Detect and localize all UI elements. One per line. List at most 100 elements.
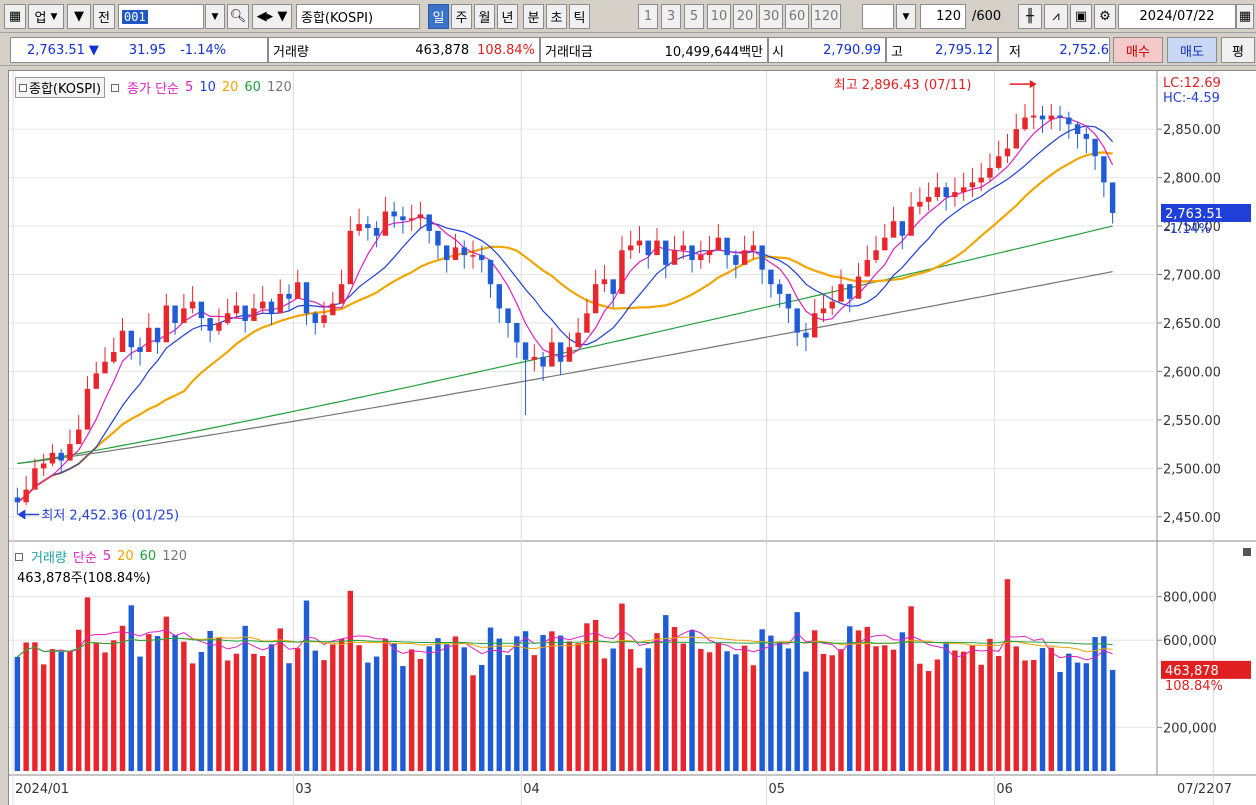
price-tick-label: 2,800.00 (1163, 172, 1221, 187)
volume-bar (768, 635, 774, 771)
period-minute[interactable]: 분 (523, 4, 544, 29)
x-tick-label: 03 (295, 782, 312, 797)
chevron-down-icon: ▼ (50, 11, 58, 22)
low-value: 2,752.6 (1059, 42, 1109, 58)
period-month[interactable]: 월 (474, 4, 495, 29)
volume-bar (259, 655, 266, 771)
last-volume-marker (1161, 660, 1251, 679)
volume-bar (330, 644, 336, 771)
chart-canvas[interactable]: 2,450.00 2,500.00 2,550.00 2,600.00 2,650.00… (9, 71, 1256, 805)
volume-bar (882, 645, 888, 771)
candle-body (566, 347, 573, 362)
interval-30[interactable]: 30 (759, 4, 783, 29)
gear-icon[interactable]: ⚙ (1094, 4, 1116, 29)
save-icon[interactable]: ▣ (1070, 4, 1092, 29)
sell-button[interactable]: 매도 (1167, 37, 1217, 63)
volume-bar (847, 626, 853, 771)
candle-body (1092, 138, 1098, 157)
candle-body (706, 250, 713, 256)
volume-bar (899, 632, 906, 771)
volume-bar (32, 642, 38, 771)
candle-body (899, 221, 906, 236)
candle-body (242, 305, 248, 322)
interval-120[interactable]: 120 (811, 4, 841, 29)
volume-bar (408, 649, 415, 771)
line-tool-icon[interactable]: ⩘ (1044, 4, 1068, 29)
interval-3[interactable]: 3 (661, 4, 681, 29)
lc-label: LC:12.69 (1163, 76, 1221, 91)
prev-button[interactable]: 전 (93, 4, 115, 29)
volume-bar (864, 626, 871, 771)
interval-label: 30 (762, 9, 780, 24)
calendar-icon[interactable]: ▦ (1236, 4, 1254, 29)
interval-label: 20 (736, 9, 754, 24)
last-price-marker (1161, 203, 1251, 222)
candle-body (776, 284, 783, 294)
chevron-down-icon[interactable]: ▼ (896, 4, 916, 29)
candle-body (137, 347, 143, 353)
volume-bar (268, 644, 275, 771)
chart-type-icon[interactable]: ╫ (1018, 4, 1042, 29)
buy-button[interactable]: 매수 (1113, 37, 1163, 63)
candle-body (733, 255, 739, 265)
open-value: 2,790.99 (823, 42, 881, 58)
search-icon[interactable]: 🔍︎ (227, 4, 249, 29)
chart-menu-icon[interactable]: ▦ (4, 4, 26, 29)
high-annotation: 최고 2,896.43 (07/11) (834, 78, 972, 93)
candle-body (960, 187, 967, 193)
sound-icon[interactable]: ◀▸ ▼ (252, 4, 292, 29)
volume-bar (592, 619, 599, 771)
interval-label: 1 (643, 9, 653, 24)
period-second[interactable]: 초 (546, 4, 567, 29)
candle-body (689, 245, 695, 260)
volume-bar (163, 616, 170, 771)
volume-bar (978, 664, 984, 771)
candle-body (1109, 182, 1116, 213)
candle-body (408, 218, 415, 221)
candle-body (461, 247, 467, 256)
sell-label: 매도 (1180, 44, 1204, 60)
volume-bar (146, 634, 152, 771)
period-label: 초 (550, 11, 563, 26)
chevron-down-icon[interactable]: ▼ (67, 4, 91, 29)
volume-bar (58, 651, 64, 771)
candle-body (584, 313, 590, 333)
volume-bar (338, 638, 345, 771)
volume-bar (724, 651, 730, 771)
volume-ma60-line (17, 637, 1113, 658)
volume-bar (347, 590, 354, 771)
candle-body (890, 221, 897, 238)
volume-bar (172, 634, 178, 771)
low-annotation: 최저 2,452.36 (01/25) (41, 508, 179, 523)
candle-body (995, 156, 1002, 168)
interval-custom-input[interactable] (862, 4, 894, 29)
price-legend-name[interactable]: 종합(KOSPI) (15, 77, 106, 98)
period-day[interactable]: 일 (428, 4, 449, 29)
eval-button[interactable]: 평 (1221, 37, 1255, 63)
volume-current: 463,878주(108.84%) (17, 567, 151, 586)
price-tick-label: 2,600.00 (1163, 365, 1221, 380)
interval-10[interactable]: 10 (707, 4, 731, 29)
count-input[interactable]: 120 (920, 4, 966, 29)
volume-ratio: 108.84% (477, 42, 535, 58)
interval-20[interactable]: 20 (733, 4, 757, 29)
code-dropdown-button[interactable]: ▼ (205, 4, 225, 29)
date-input[interactable]: 2024/07/22 (1118, 4, 1236, 29)
candle-body (382, 211, 389, 236)
period-week[interactable]: 주 (451, 4, 472, 29)
volume-legend-name: 거래량 (31, 551, 67, 566)
period-tick[interactable]: 틱 (569, 4, 590, 29)
market-select[interactable]: 업 ▼ (28, 4, 64, 29)
interval-60[interactable]: 60 (785, 4, 809, 29)
volume-bar (67, 651, 73, 771)
period-year[interactable]: 년 (497, 4, 518, 29)
volume-bar (741, 645, 748, 771)
code-input[interactable]: 001 (118, 4, 204, 29)
x-tick-label: 05 (769, 782, 786, 797)
interval-1[interactable]: 1 (638, 4, 658, 29)
candle-body (32, 468, 38, 490)
candle-body (829, 301, 835, 309)
interval-5[interactable]: 5 (684, 4, 704, 29)
count-max-label: /600 (972, 9, 1002, 24)
amount-value: 10,499,644백만 (664, 44, 763, 60)
